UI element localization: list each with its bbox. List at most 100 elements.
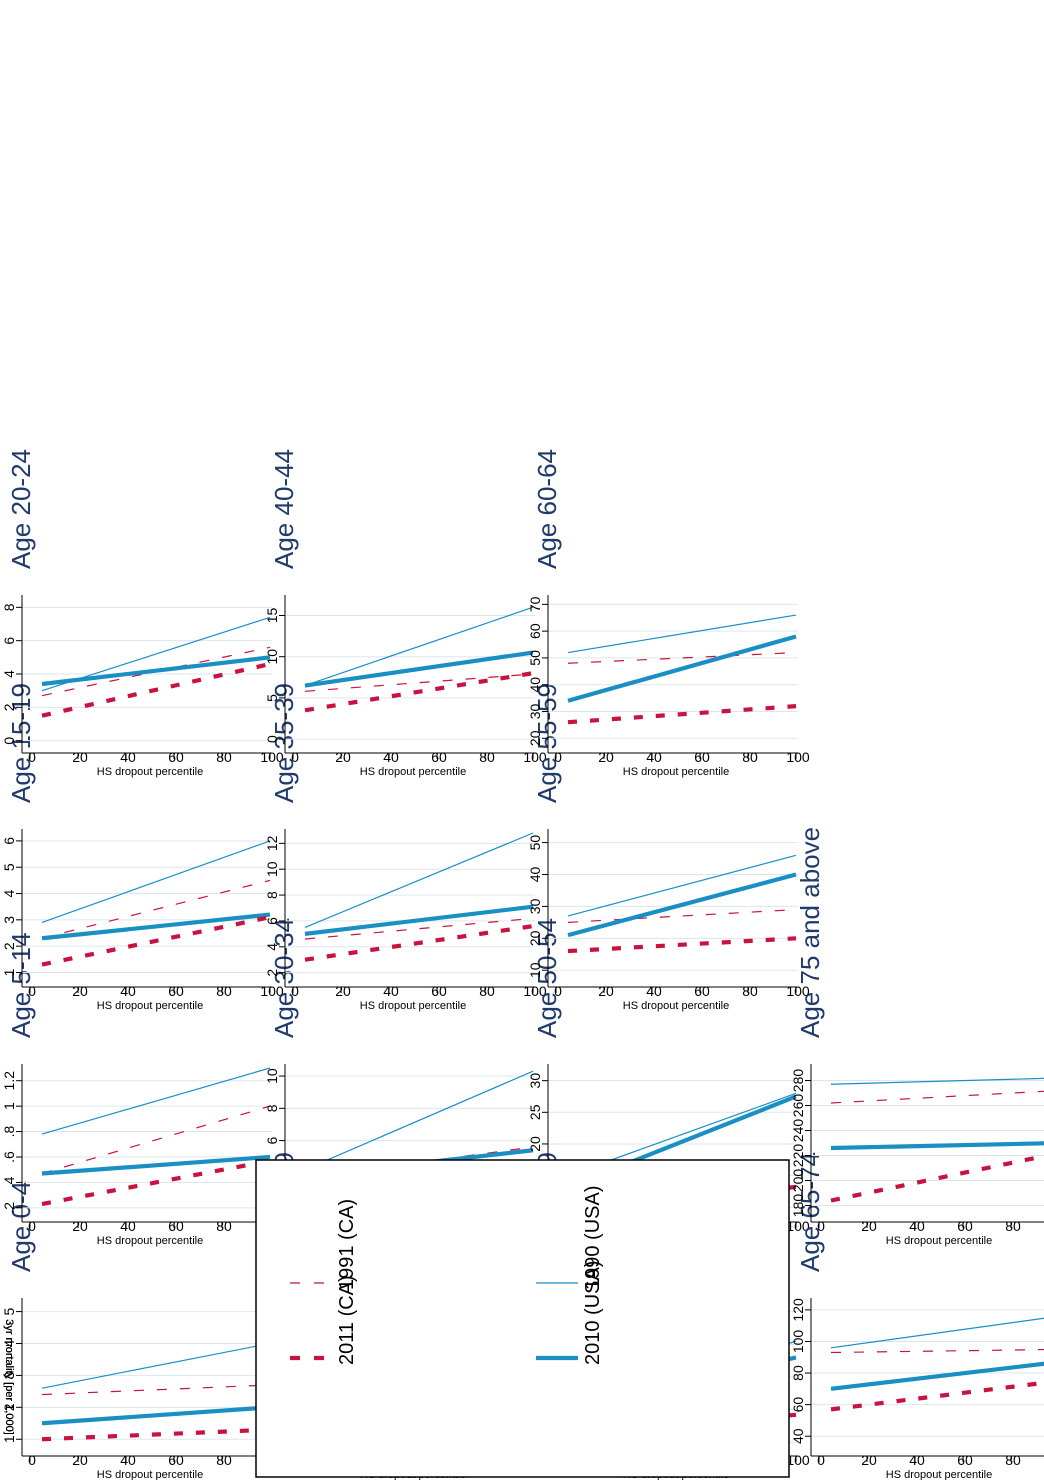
series-line-2010-usa- [830, 1359, 1044, 1391]
x-tick-label: 20 [598, 749, 614, 765]
y-tick-label: 6 [264, 1136, 280, 1144]
y-tick-label: 4 [264, 943, 280, 951]
panel-12: 20 30 40 50 60 70 0 20 40 60 80 100 HS dropout perce… [527, 449, 810, 778]
x-tick-label: 100 [260, 749, 284, 765]
y-tick-label: 8 [264, 1104, 280, 1112]
x-tick-label: 40 [909, 1218, 925, 1234]
panel-11: 10 20 30 40 50 0 20 40 60 80 100 HS dropout percent… [527, 683, 810, 1012]
y-tick-label: 3 [1, 1371, 17, 1379]
x-tick-label: 100 [786, 1452, 810, 1468]
x-axis-label: HS dropout percentile [97, 1235, 203, 1247]
x-tick-label: 0 [291, 983, 299, 999]
x-tick-label: 40 [646, 983, 662, 999]
series-line-1990-usa- [567, 614, 797, 654]
x-tick-label: 40 [120, 1452, 136, 1468]
panel-14: 180200220240260280020406080100HS dropout… [790, 827, 1044, 1247]
x-tick-label: 0 [291, 749, 299, 765]
series-line-2010-usa- [41, 1405, 271, 1426]
series-line-2011-ca- [41, 661, 271, 718]
legend-label-usa2010: 2010 (USA) [582, 1261, 604, 1366]
series-line-2010-usa- [304, 650, 534, 688]
y-tick-label: 60 [790, 1397, 806, 1413]
x-tick-label: 60 [957, 1218, 973, 1234]
series-line-1991-ca- [304, 673, 534, 692]
x-tick-label: 40 [383, 749, 399, 765]
x-tick-label: 60 [431, 749, 447, 765]
y-axis-label: 3yr mortality [per 1,000] [3, 1319, 15, 1435]
y-tick-label: 60 [527, 623, 543, 639]
x-tick-label: 20 [72, 749, 88, 765]
y-tick-label: 80 [790, 1365, 806, 1381]
y-tick-label: 2 [264, 969, 280, 977]
x-tick-label: 40 [646, 749, 662, 765]
x-tick-label: 60 [957, 1452, 973, 1468]
panel-title: Age 75 and above [795, 827, 825, 1038]
y-tick-label: 70 [527, 596, 543, 612]
x-tick-label: 60 [694, 983, 710, 999]
x-tick-label: 80 [479, 983, 495, 999]
x-tick-label: 0 [28, 1218, 36, 1234]
y-tick-label: 40 [790, 1428, 806, 1444]
x-tick-label: 0 [554, 749, 562, 765]
y-tick-label: 40 [527, 677, 543, 693]
series-line-2011-ca- [304, 671, 534, 713]
x-tick-label: 20 [72, 983, 88, 999]
y-tick-label: 10 [264, 649, 280, 665]
series-line-1990-usa- [41, 1342, 271, 1389]
series-line-1990-usa- [830, 1077, 1044, 1085]
y-tick-label: 4 [1, 1339, 17, 1347]
y-tick-label: 200 [790, 1169, 806, 1193]
series-line-2010-usa- [41, 912, 271, 941]
x-tick-label: 40 [383, 983, 399, 999]
y-tick-label: 220 [790, 1144, 806, 1168]
x-tick-label: 80 [216, 749, 232, 765]
series-line-1991-ca- [41, 879, 271, 939]
y-tick-label: 1 [1, 968, 17, 976]
x-axis-label: HS dropout percentile [623, 766, 729, 778]
x-axis-label: HS dropout percentile [623, 1000, 729, 1012]
y-tick-label: .2 [1, 1202, 17, 1214]
y-tick-label: 5 [264, 694, 280, 702]
x-tick-label: 60 [168, 1218, 184, 1234]
series-line-2011-ca- [41, 1158, 271, 1207]
legend-label-ca1991: 1991 (CA) [336, 1199, 358, 1290]
y-tick-label: 5 [1, 1307, 17, 1315]
x-axis-label: HS dropout percentile [360, 1000, 466, 1012]
y-tick-label: .4 [1, 1176, 17, 1188]
y-axis-label: 3yr mortality [per 1,000] [3, 1319, 15, 1435]
x-tick-label: 20 [335, 749, 351, 765]
panel-title: Age 35-39 [269, 683, 299, 803]
y-tick-label: 3 [1, 916, 17, 924]
series-line-2011-ca- [41, 1427, 271, 1442]
y-tick-label: 50 [527, 835, 543, 851]
x-tick-label: 0 [817, 1218, 825, 1234]
x-tick-label: 100 [786, 1218, 810, 1234]
panel-13: 406080100120020406080100HS dropout perce… [3, 1152, 1044, 1480]
series-line-2011-ca- [567, 936, 797, 954]
x-axis-label: HS dropout percentile [97, 1000, 203, 1012]
x-tick-label: 100 [786, 983, 810, 999]
y-tick-label: 30 [527, 898, 543, 914]
x-tick-label: 0 [554, 983, 562, 999]
y-tick-label: 20 [527, 730, 543, 746]
x-tick-label: 20 [598, 983, 614, 999]
x-tick-label: 40 [120, 983, 136, 999]
series-line-1991-ca- [304, 917, 534, 940]
x-tick-label: 60 [168, 1452, 184, 1468]
x-axis-label: HS dropout percentile [886, 1469, 992, 1480]
x-tick-label: 80 [216, 1452, 232, 1468]
series-line-2011-ca- [830, 1150, 1044, 1203]
series-line-2011-ca- [830, 1378, 1044, 1412]
y-tick-label: 1.2 [1, 1071, 17, 1091]
y-tick-label: 20 [527, 930, 543, 946]
x-tick-label: 0 [28, 1452, 36, 1468]
y-tick-label: 280 [790, 1069, 806, 1093]
panel-title: Age 30-34 [269, 918, 299, 1038]
series-line-2011-ca- [567, 704, 797, 725]
x-tick-label: 80 [1005, 1218, 1021, 1234]
y-tick-label: 0 [264, 735, 280, 743]
y-tick-label: .6 [1, 1151, 17, 1163]
